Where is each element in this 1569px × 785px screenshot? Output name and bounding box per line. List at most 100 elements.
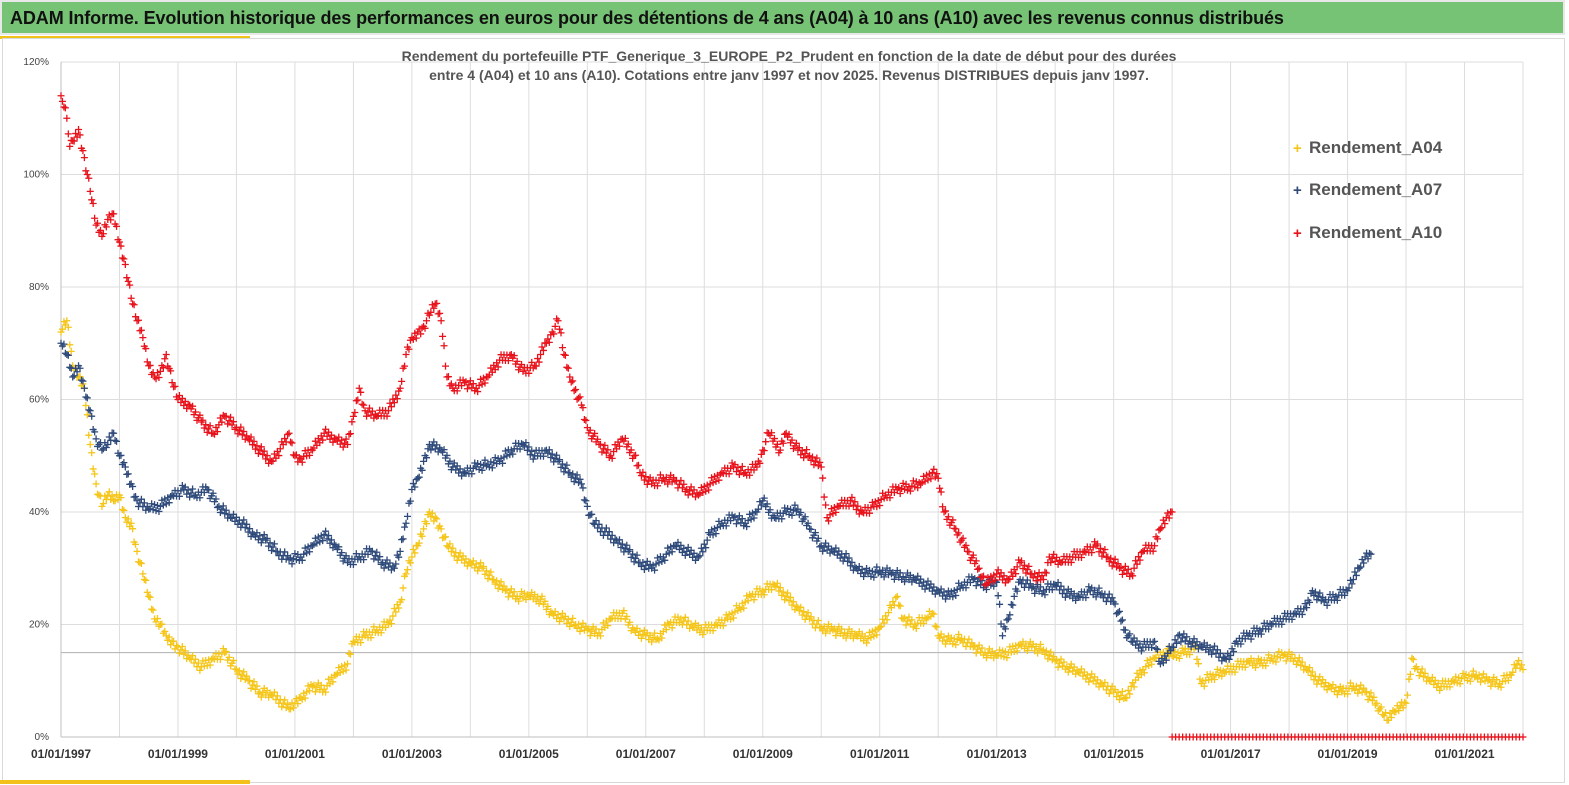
x-tick-label: 01/01/2007 xyxy=(616,747,676,761)
data-point xyxy=(779,588,787,596)
data-point xyxy=(1519,733,1527,741)
data-point xyxy=(789,598,797,606)
data-point xyxy=(447,548,455,556)
chart-subtitle-line-1: Rendement du portefeuille PTF_Generique_… xyxy=(402,48,1177,64)
data-point xyxy=(1421,669,1429,677)
data-series xyxy=(57,92,1527,741)
data-point xyxy=(98,446,106,454)
data-point xyxy=(82,401,90,409)
data-point xyxy=(346,650,354,658)
data-point xyxy=(1279,651,1287,659)
data-point xyxy=(586,632,594,640)
report-title: ADAM Informe. Evolution historique des p… xyxy=(10,8,1284,28)
data-point xyxy=(912,625,920,633)
data-point xyxy=(148,605,156,613)
accent-bar-top xyxy=(0,36,250,39)
data-point xyxy=(104,491,112,499)
data-point xyxy=(575,394,583,402)
data-point xyxy=(444,543,452,551)
data-point xyxy=(351,408,359,416)
data-point xyxy=(433,515,441,523)
data-point xyxy=(168,491,176,499)
data-point xyxy=(1406,670,1414,678)
data-point xyxy=(76,364,84,372)
data-point xyxy=(485,571,493,579)
data-point xyxy=(140,576,148,583)
data-point xyxy=(146,593,154,601)
data-point xyxy=(813,620,821,628)
data-point xyxy=(427,446,435,454)
data-point xyxy=(933,623,941,631)
data-point xyxy=(1409,655,1417,663)
data-point xyxy=(129,525,137,533)
data-point xyxy=(403,512,411,520)
data-point xyxy=(120,506,128,514)
data-point xyxy=(982,654,990,662)
data-point xyxy=(1509,668,1517,676)
data-point xyxy=(795,607,803,615)
data-point xyxy=(218,505,226,513)
data-point xyxy=(322,688,330,696)
data-point xyxy=(234,670,242,678)
data-point xyxy=(1292,660,1300,668)
data-point xyxy=(928,609,936,617)
data-point xyxy=(170,637,178,645)
data-point xyxy=(596,632,604,640)
data-point xyxy=(306,548,314,556)
data-point xyxy=(450,552,458,560)
data-point xyxy=(561,351,569,359)
data-point xyxy=(83,394,91,402)
data-point xyxy=(1051,657,1059,665)
data-point xyxy=(61,104,69,112)
data-point xyxy=(64,351,72,359)
data-point xyxy=(564,364,572,372)
data-point xyxy=(709,627,717,635)
data-point xyxy=(1405,675,1413,683)
legend-item-a10: + Rendement_A10 xyxy=(1293,223,1442,242)
data-point xyxy=(139,570,147,578)
data-point xyxy=(1114,609,1122,617)
data-point xyxy=(161,627,169,635)
data-point xyxy=(648,638,656,646)
data-point xyxy=(1307,671,1315,679)
data-point xyxy=(978,644,986,652)
data-point xyxy=(64,323,72,331)
data-point xyxy=(91,470,99,478)
data-point xyxy=(1365,692,1373,700)
data-point xyxy=(994,592,1002,600)
data-point xyxy=(1304,667,1312,675)
data-point xyxy=(1436,686,1444,694)
data-point xyxy=(1009,601,1017,609)
data-point xyxy=(240,516,248,524)
data-point xyxy=(76,373,84,381)
data-point xyxy=(126,281,134,289)
data-point xyxy=(1355,564,1363,572)
data-point xyxy=(1200,682,1208,690)
data-point xyxy=(541,597,549,605)
data-point xyxy=(329,678,337,686)
data-point xyxy=(740,604,748,612)
data-point xyxy=(744,597,752,605)
data-point xyxy=(260,531,268,539)
data-point xyxy=(257,693,265,701)
data-point xyxy=(487,568,495,576)
data-point xyxy=(1117,617,1125,625)
data-point xyxy=(89,200,97,208)
data-point xyxy=(367,634,375,642)
data-point xyxy=(392,608,400,616)
data-point xyxy=(140,499,148,507)
data-point xyxy=(567,378,575,386)
data-point xyxy=(1310,676,1318,684)
data-point xyxy=(1175,654,1183,662)
x-tick-label: 01/01/2021 xyxy=(1434,747,1494,761)
data-point xyxy=(427,513,435,521)
legend-label-a04: Rendement_A04 xyxy=(1309,138,1443,157)
data-point xyxy=(209,489,217,497)
data-point xyxy=(206,661,214,669)
data-point xyxy=(408,553,416,561)
data-point xyxy=(409,545,417,553)
series-rendement-a07 xyxy=(57,339,1375,668)
data-point xyxy=(216,655,224,663)
data-point xyxy=(444,373,452,381)
data-point xyxy=(719,622,727,630)
